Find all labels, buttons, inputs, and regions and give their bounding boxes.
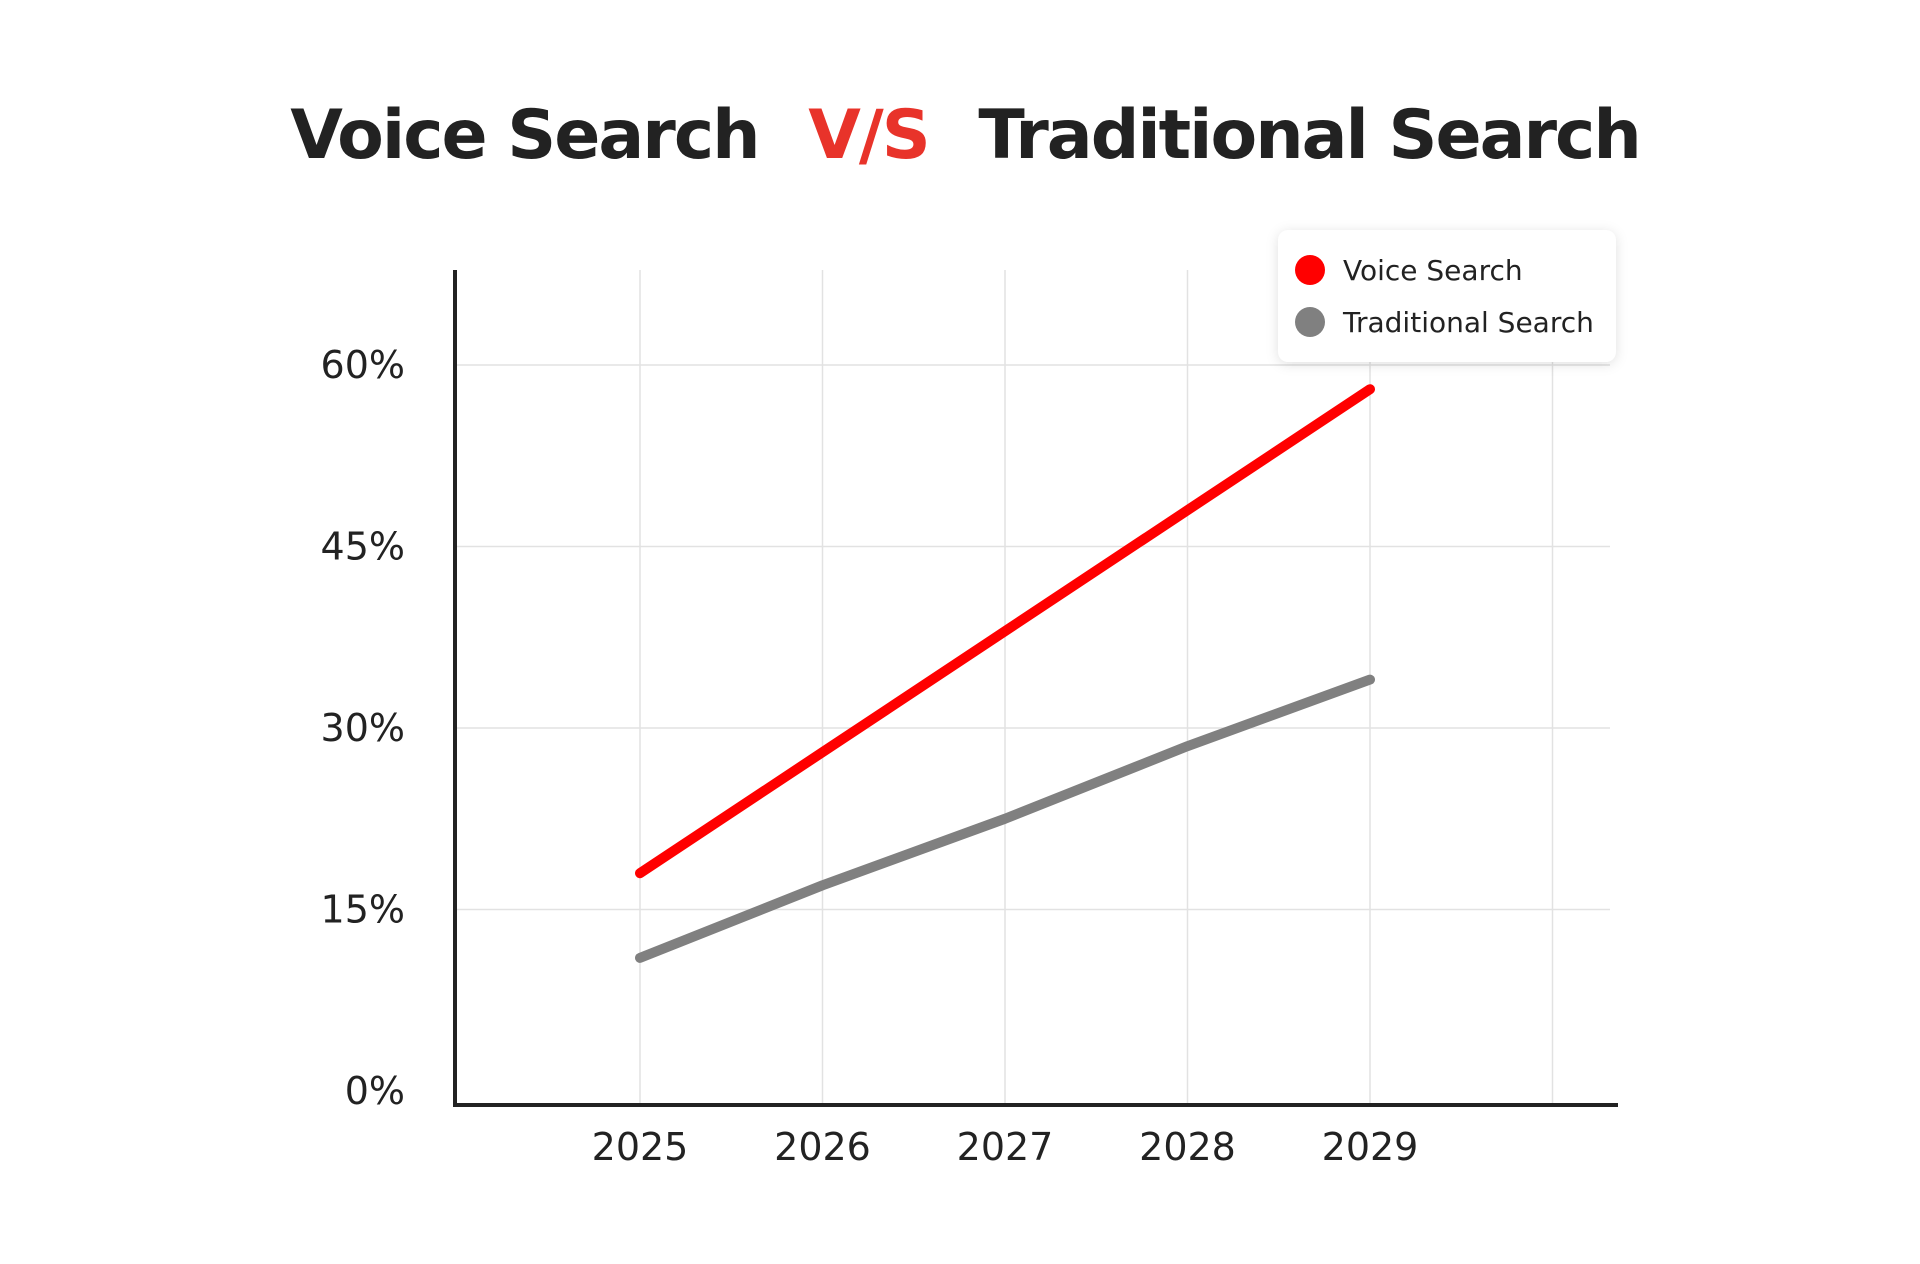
legend-label-voice-search: Voice Search [1343,254,1523,287]
title-part-voice: Voice Search [290,96,758,175]
y-tick-label: 45% [321,525,405,569]
x-tick-label: 2028 [1139,1125,1236,1169]
series-line-voice-search [635,384,1375,879]
y-tick-label: 60% [321,343,405,387]
series-line-traditional-search [635,674,1375,963]
legend: Voice Search Traditional Search [1278,230,1616,362]
title-part-traditional: Traditional Search [978,96,1639,175]
legend-label-traditional-search: Traditional Search [1342,306,1594,339]
x-tick-label: 2027 [957,1125,1054,1169]
chart-title: Voice Search V/S Traditional Search [290,96,1639,175]
x-tick-label: 2025 [592,1125,689,1169]
title-vs: V/S [808,96,928,175]
grid [455,270,1610,1105]
series [635,384,1375,963]
axes [453,270,1618,1107]
y-tick-label: 0% [345,1069,405,1113]
legend-dot-traditional-search [1295,307,1325,337]
tick-labels: 0% 15% 30% 45% 60% 2025 2026 2027 2028 2029 [321,343,1419,1169]
y-tick-label: 15% [321,888,405,932]
x-tick-label: 2029 [1322,1125,1419,1169]
legend-dot-voice-search [1295,255,1325,285]
x-tick-label: 2026 [774,1125,871,1169]
legend-box [1278,230,1616,362]
y-tick-label: 30% [321,706,405,750]
